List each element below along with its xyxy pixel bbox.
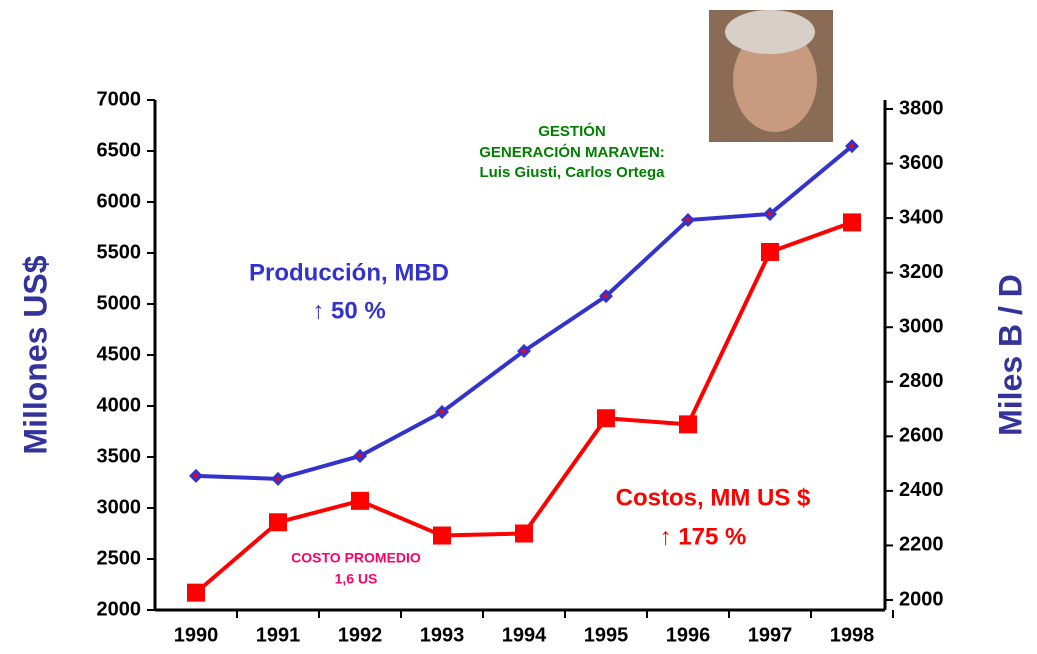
point-center	[686, 218, 690, 223]
y-tick-label: 6500	[97, 139, 142, 161]
point	[597, 409, 615, 428]
point	[843, 213, 861, 232]
annotation: 1,6 US	[335, 571, 378, 587]
y-tick-label: 4000	[97, 394, 142, 416]
series-label: Costos, MM US $	[616, 484, 811, 511]
x-tick-label: 1991	[256, 624, 301, 646]
y2-tick-label: 2400	[899, 479, 944, 501]
point-center	[440, 410, 444, 415]
y2-tick-label: 3400	[899, 206, 944, 228]
point-center	[768, 212, 772, 217]
y-axis-title: Millones US$	[17, 255, 53, 454]
series-label: Producción, MBD	[249, 259, 449, 286]
y-tick-label: 3500	[97, 445, 142, 467]
y-tick-label: 7000	[97, 88, 142, 110]
x-tick-label: 1990	[174, 624, 219, 646]
x-tick-label: 1995	[584, 624, 629, 646]
annotation: ↑ 175 %	[660, 523, 747, 550]
y2-tick-label: 3600	[899, 152, 944, 174]
point	[761, 242, 779, 261]
y-tick-label: 3000	[97, 496, 142, 518]
point	[433, 526, 451, 545]
x-tick-label: 1994	[502, 624, 547, 646]
y-tick-label: 2500	[97, 547, 142, 569]
x-tick-label: 1993	[420, 624, 465, 646]
y2-tick-label: 2200	[899, 534, 944, 556]
x-tick-label: 1998	[830, 624, 875, 646]
point	[515, 524, 533, 543]
y-tick-label: 5500	[97, 241, 142, 263]
y2-tick-label: 3800	[899, 97, 944, 119]
point-center	[194, 473, 198, 478]
point-center	[358, 453, 362, 458]
x-tick-label: 1992	[338, 624, 383, 646]
point-center	[276, 476, 280, 481]
photo-hair	[725, 10, 815, 54]
annotation: COSTO PROMEDIO	[291, 550, 421, 566]
x-tick-label: 1996	[666, 624, 711, 646]
x-tick-label: 1997	[748, 624, 793, 646]
y2-tick-label: 2600	[899, 425, 944, 447]
annotation: GESTIÓN	[538, 122, 606, 140]
photo-face	[733, 28, 817, 132]
y-tick-label: 4500	[97, 343, 142, 365]
point	[679, 415, 697, 434]
y2-tick-label: 2000	[899, 588, 944, 610]
y2-tick-label: 3200	[899, 261, 944, 283]
y2-axis-title: Miles B / D	[992, 274, 1028, 436]
point-center	[522, 348, 526, 353]
point-center	[604, 294, 608, 299]
point	[351, 491, 369, 510]
annotation: GENERACIÓN MARAVEN:	[479, 143, 665, 161]
annotation: ↑ 50 %	[312, 297, 385, 324]
y-tick-label: 2000	[97, 598, 142, 620]
series-line	[195, 144, 854, 481]
y-tick-label: 6000	[97, 190, 142, 212]
y2-tick-label: 3000	[899, 316, 944, 338]
annotation: Luis Giusti, Carlos Ortega	[479, 164, 665, 181]
y2-tick-label: 2800	[899, 370, 944, 392]
point-center	[850, 144, 854, 149]
point	[269, 513, 287, 532]
y-tick-label: 5000	[97, 292, 142, 314]
point	[187, 583, 205, 602]
